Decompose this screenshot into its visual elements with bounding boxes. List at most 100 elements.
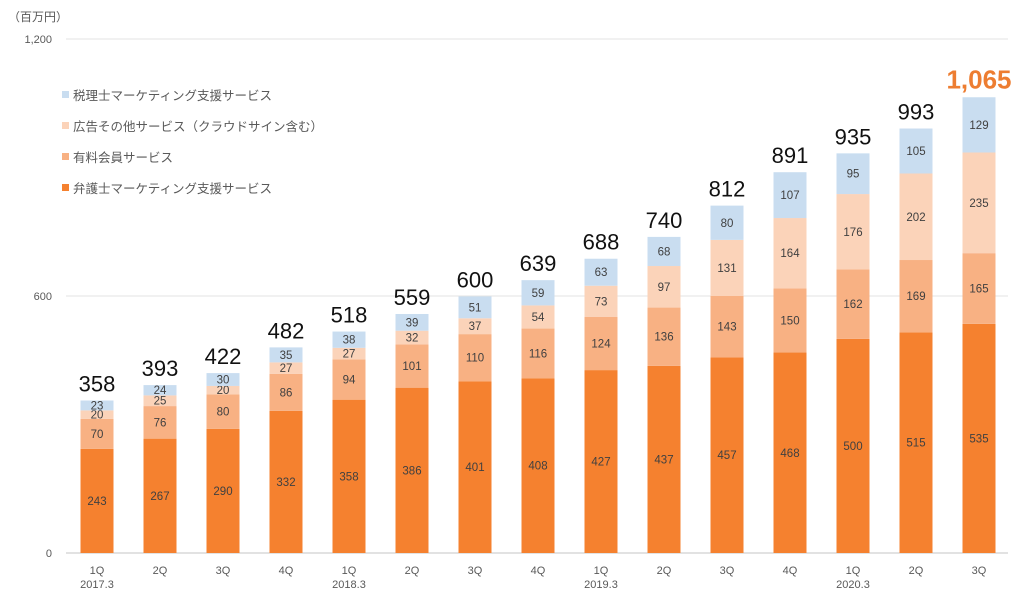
bar-segment	[269, 362, 303, 374]
bar-segment	[836, 269, 870, 339]
bar-segment	[206, 373, 240, 386]
x-tick-label: 4Q	[531, 565, 546, 577]
bar-segment	[962, 323, 996, 553]
bar-segment	[710, 205, 744, 240]
bar-segment	[647, 266, 681, 308]
total-label: 518	[331, 303, 368, 328]
data-label: 30	[217, 375, 230, 387]
total-label: 891	[772, 143, 809, 168]
data-label: 105	[906, 146, 925, 158]
data-label: 51	[469, 302, 482, 314]
data-label: 401	[465, 462, 484, 474]
bar-segment	[269, 410, 303, 553]
legend-swatch	[62, 91, 69, 98]
data-label: 63	[595, 267, 608, 279]
x-tick-label: 2Q	[153, 565, 168, 577]
bar-segment	[521, 305, 555, 329]
total-label: 600	[457, 267, 494, 292]
data-label: 20	[217, 385, 230, 397]
bar-segment	[395, 344, 429, 388]
total-label: 482	[268, 318, 305, 343]
bar-segment	[332, 399, 366, 553]
data-label: 68	[658, 246, 671, 258]
legend-swatch	[62, 122, 69, 129]
data-label: 169	[906, 291, 925, 303]
data-label: 535	[969, 433, 988, 445]
data-label: 86	[280, 387, 293, 399]
data-label: 143	[717, 322, 736, 334]
data-label: 54	[532, 312, 545, 324]
data-label: 110	[466, 353, 484, 365]
data-label: 107	[780, 190, 799, 202]
data-label: 243	[87, 496, 106, 508]
bar-segment	[899, 173, 933, 261]
total-label-highlight: 1,065	[946, 64, 1011, 94]
bar-segment	[395, 330, 429, 345]
bar-segment	[521, 378, 555, 553]
bar-segment	[962, 152, 996, 254]
legend-item-lawyer-marketing: 弁護士マーケティング支援サービス	[62, 172, 323, 203]
x-tick-label: 3Q	[972, 565, 987, 577]
bar-segment	[836, 338, 870, 553]
bar-segment	[584, 258, 618, 286]
data-label: 358	[339, 471, 358, 483]
bar-segment	[143, 438, 177, 553]
data-label: 25	[154, 396, 167, 408]
x-tick-label: 4Q	[783, 565, 798, 577]
bar-segment	[80, 400, 114, 411]
data-label: 38	[343, 335, 356, 347]
total-label: 639	[520, 251, 557, 276]
total-label: 559	[394, 285, 431, 310]
x-tick-label: 4Q	[279, 565, 294, 577]
bar-segment	[458, 334, 492, 382]
y-tick-label: 0	[46, 548, 52, 560]
bar-segment	[710, 239, 744, 296]
legend-item-paid-membership: 有料会員サービス	[62, 141, 323, 172]
data-label: 94	[343, 375, 356, 387]
data-label: 73	[595, 296, 608, 308]
bar-segment	[458, 381, 492, 553]
data-label: 500	[843, 441, 862, 453]
total-label: 812	[709, 177, 746, 202]
x-tick-label: 1Q	[594, 565, 609, 577]
x-tick-label: 1Q	[90, 565, 105, 577]
data-label: 164	[780, 248, 800, 260]
legend: 税理士マーケティング支援サービス 広告その他サービス（クラウドサイン含む） 有料…	[62, 79, 323, 203]
bar-segment	[836, 153, 870, 195]
data-label: 386	[402, 465, 421, 477]
bar-segment	[710, 296, 744, 358]
total-label: 740	[646, 208, 683, 233]
bar-segment	[899, 332, 933, 553]
bar-segment	[773, 218, 807, 289]
total-label: 935	[835, 124, 872, 149]
bar-segment	[584, 316, 618, 371]
legend-swatch	[62, 153, 69, 160]
bar-segment	[962, 253, 996, 324]
data-label: 27	[343, 349, 356, 361]
data-label: 332	[276, 477, 295, 489]
bar-segment	[143, 385, 177, 396]
data-label: 176	[843, 227, 862, 239]
legend-label: 税理士マーケティング支援サービス	[73, 89, 273, 103]
y-tick-label: 600	[34, 291, 52, 303]
bar-segment	[458, 296, 492, 319]
legend-item-advertising-other: 広告その他サービス（クラウドサイン含む）	[62, 110, 323, 141]
bar-segment	[899, 128, 933, 174]
total-label: 393	[142, 356, 179, 381]
bar-segment	[206, 428, 240, 553]
data-label: 35	[280, 350, 293, 362]
x-tick-label: 2Q	[909, 565, 924, 577]
data-label: 97	[658, 282, 671, 294]
bar-segment	[647, 307, 681, 366]
x-tick-label: 2Q	[657, 565, 672, 577]
data-label: 427	[591, 457, 610, 469]
y-tick-label: 1,200	[24, 34, 52, 46]
bar-segment	[521, 280, 555, 306]
bar-segment	[332, 359, 366, 400]
data-label: 408	[528, 461, 547, 473]
bar-segment	[332, 331, 366, 348]
bar-segment	[773, 352, 807, 553]
data-label: 23	[91, 400, 104, 412]
bar-segment	[395, 387, 429, 553]
